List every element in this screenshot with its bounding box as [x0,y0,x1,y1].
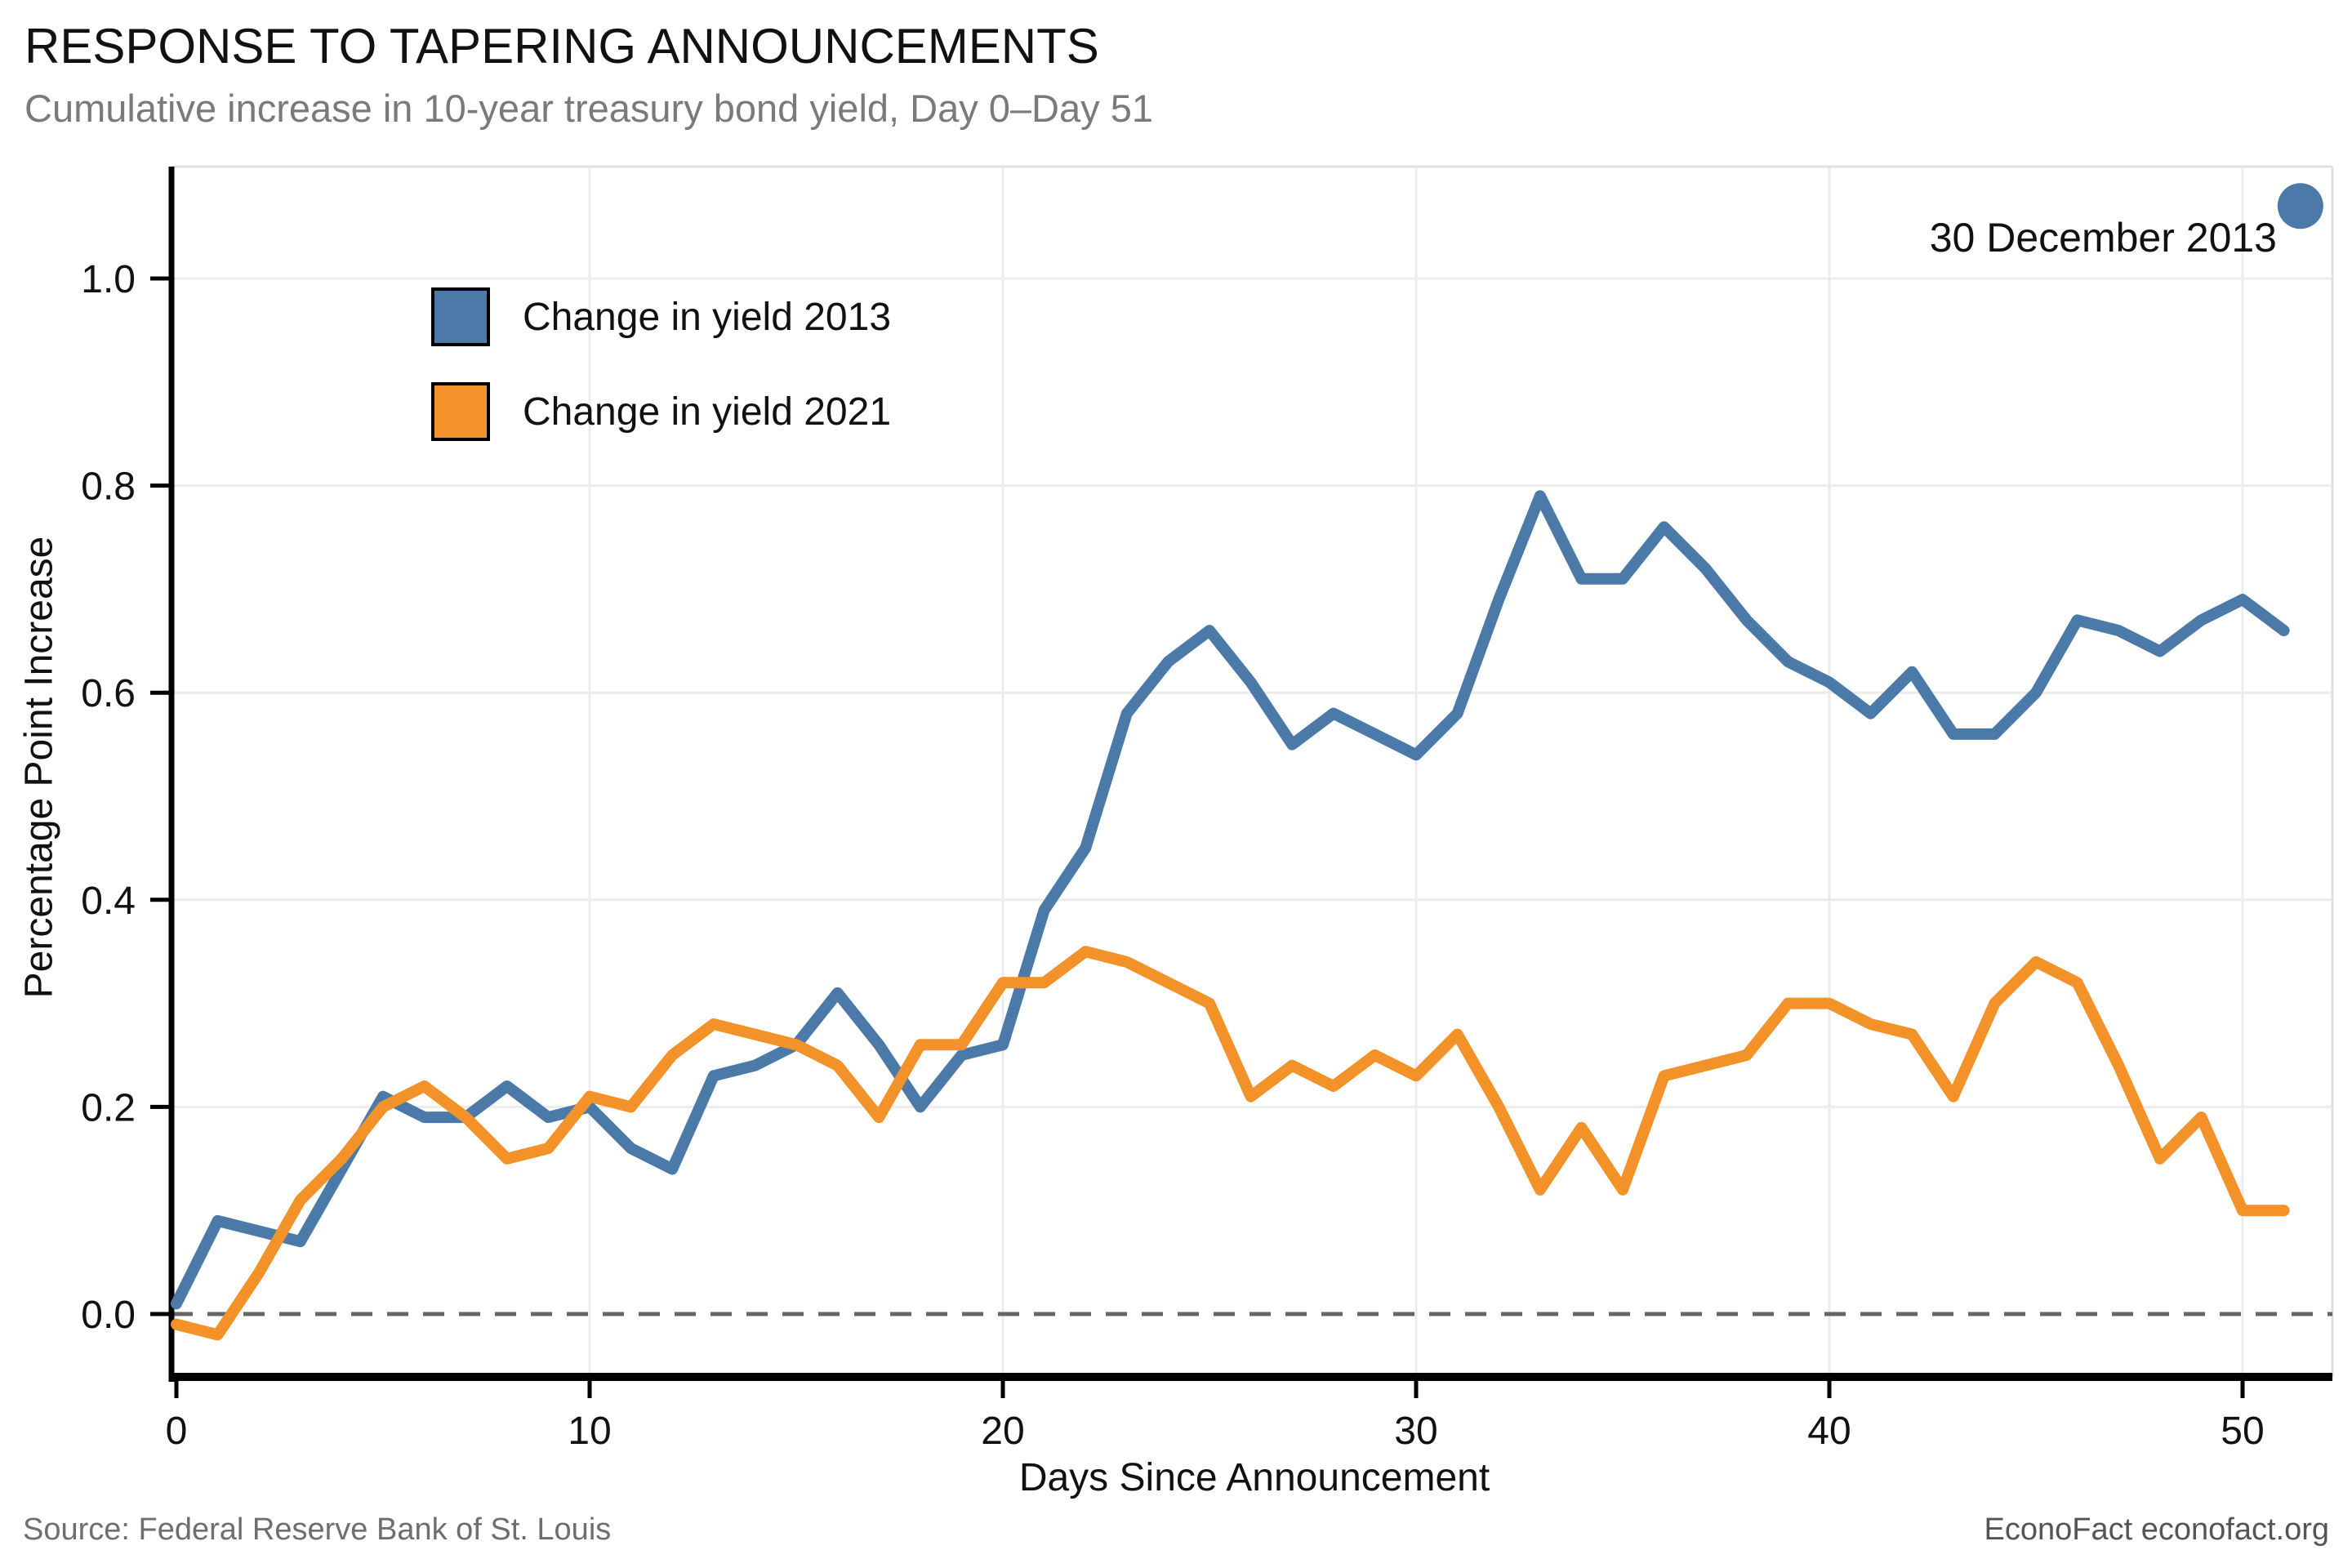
annotation-dot [2277,183,2323,229]
series-line-2013 [171,490,2290,1310]
x-axis-title: Days Since Announcement [1018,1456,1490,1499]
x-tick-label: 20 [981,1410,1024,1453]
x-tick-label: 40 [1807,1410,1851,1453]
page-subtitle: Cumulative increase in 10-year treasury … [24,87,1153,130]
legend-item-2021: Change in yield 2021 [431,382,891,441]
series-line-2021 [171,946,2290,1341]
legend-swatch-2021-icon [431,382,490,441]
page-title: RESPONSE TO TAPERING ANNOUNCEMENTS [24,19,1099,74]
brand-credit: EconoFact econofact.org [1984,1512,2329,1547]
y-tick-label: 1.0 [81,258,136,301]
chart-header: RESPONSE TO TAPERING ANNOUNCEMENTS Cumul… [24,18,1153,131]
y-axis-title: Percentage Point Increase [17,536,61,999]
legend-label-2021: Change in yield 2021 [523,390,892,434]
y-tick-label: 0.0 [81,1294,136,1337]
x-tick-label: 50 [2221,1410,2264,1453]
y-tick-label: 0.6 [81,672,136,715]
y-tick-label: 0.8 [81,466,136,509]
y-tick-label: 0.2 [81,1086,136,1129]
legend-label-2013: Change in yield 2013 [523,295,892,339]
source-credit: Source: Federal Reserve Bank of St. Loui… [23,1512,612,1547]
legend-swatch-2013-icon [431,287,490,346]
x-tick-label: 0 [166,1410,188,1453]
legend-item-2013: Change in yield 2013 [431,287,891,346]
x-tick-label: 10 [568,1410,611,1453]
legend: Change in yield 2013 Change in yield 202… [431,287,891,477]
annotation-label: 30 December 2013 [1929,215,2277,261]
x-tick-label: 30 [1394,1410,1437,1453]
y-tick-label: 0.4 [81,880,136,923]
